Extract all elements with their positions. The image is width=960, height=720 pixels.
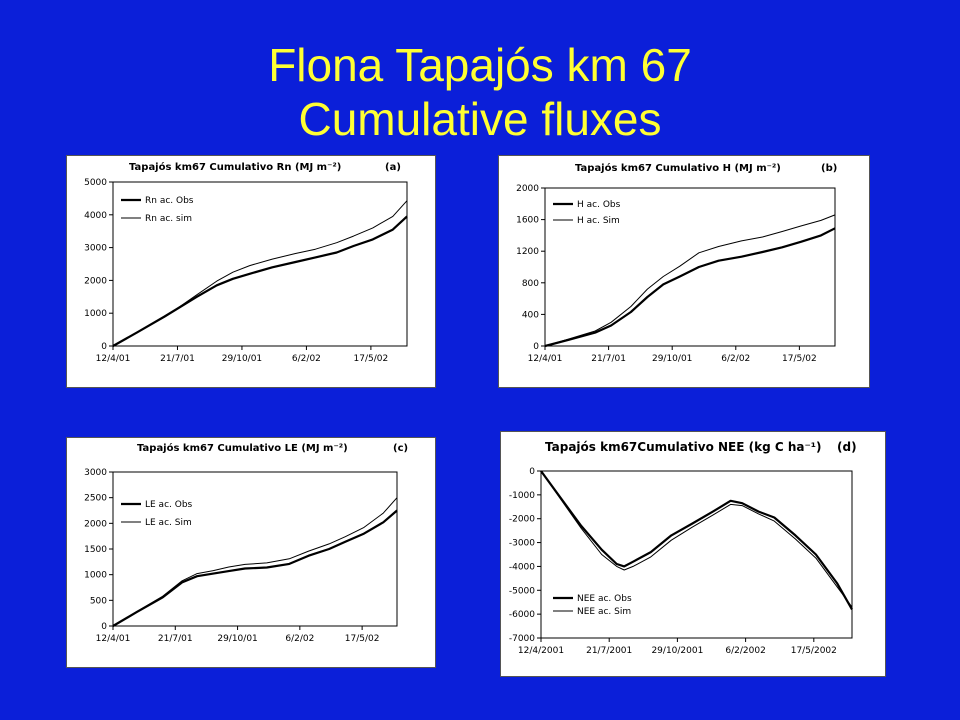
y-tick-label-d-0: -7000: [509, 634, 535, 644]
y-tick-label-c-1: 500: [90, 596, 107, 606]
slide-title-line-2: Cumulative fluxes: [298, 93, 662, 145]
chart-svg-b: Tapajós km67 Cumulativo H (MJ m⁻²) (b) 0 40…: [516, 162, 837, 364]
y-tick-label-a-3: 3000: [84, 244, 107, 254]
plot-area-d: [540, 470, 853, 639]
chart-panel-d: Tapajós km67Cumulativo NEE (kg C ha⁻¹) (d…: [500, 431, 886, 677]
legend-label-d-1: NEE ac. Sim: [577, 607, 631, 617]
legend-label-c-1: LE ac. Sim: [145, 518, 192, 528]
y-tick-label-a-4: 4000: [84, 211, 107, 221]
series-line-c-1: [112, 497, 398, 627]
x-tick-label-d-3: 6/2/2002: [725, 646, 765, 656]
y-tick-label-d-4: -3000: [509, 539, 535, 549]
chart-title-b: Tapajós km67 Cumulativo H (MJ m⁻²): [575, 162, 781, 174]
legend-label-a-0: Rn ac. Obs: [145, 196, 194, 206]
y-tick-label-c-3: 1500: [84, 545, 107, 555]
legend-label-b-0: H ac. Obs: [577, 200, 621, 210]
series-line-b-1: [544, 214, 836, 347]
plot-area-c: [112, 471, 398, 627]
x-tick-label-c-0: 12/4/01: [96, 634, 131, 644]
x-tick-label-a-4: 17/5/02: [354, 354, 389, 364]
panel-label-a: (a): [385, 162, 401, 173]
chart-svg-d: Tapajós km67Cumulativo NEE (kg C ha⁻¹) (d…: [509, 440, 857, 656]
y-tick-label-b-3: 1200: [516, 247, 539, 257]
legend-label-b-1: H ac. Sim: [577, 216, 620, 226]
panel-label-c: (c): [393, 443, 408, 454]
x-tick-label-b-2: 29/10/01: [652, 354, 692, 364]
legend-label-c-0: LE ac. Obs: [145, 500, 193, 510]
y-tick-label-d-2: -5000: [509, 586, 535, 596]
x-tick-label-d-0: 12/4/2001: [518, 646, 564, 656]
slide-title: Flona Tapajós km 67 Cumulative fluxes: [0, 38, 960, 146]
y-tick-label-c-0: 0: [101, 622, 107, 632]
series-line-a-0: [112, 215, 408, 347]
series-line-a-1: [112, 200, 408, 347]
y-tick-label-d-5: -2000: [509, 515, 535, 525]
panel-label-d: (d): [837, 440, 857, 454]
y-tick-label-a-2: 2000: [84, 276, 107, 286]
chart-title-a: Tapajós km67 Cumulativo Rn (MJ m⁻²): [129, 161, 341, 173]
y-tick-label-a-5: 5000: [84, 178, 107, 188]
legend-label-d-0: NEE ac. Obs: [577, 594, 632, 604]
chart-panel-a: Tapajós km67 Cumulativo Rn (MJ m⁻²) (a) 0 1…: [66, 155, 436, 388]
y-tick-label-d-7: 0: [529, 467, 535, 477]
x-tick-label-b-3: 6/2/02: [721, 354, 750, 364]
x-tick-label-d-4: 17/5/2002: [791, 646, 837, 656]
x-tick-label-b-4: 17/5/02: [782, 354, 817, 364]
y-tick-label-d-1: -6000: [509, 610, 535, 620]
chart-svg-c: Tapajós km67 Cumulativo LE (MJ m⁻²) (c) 0 5…: [84, 442, 408, 644]
y-tick-label-c-6: 3000: [84, 468, 107, 478]
x-tick-label-a-1: 21/7/01: [160, 354, 195, 364]
chart-svg-a: Tapajós km67 Cumulativo Rn (MJ m⁻²) (a) 0 1…: [84, 161, 408, 364]
y-tick-label-a-1: 1000: [84, 309, 107, 319]
slide-title-line-1: Flona Tapajós km 67: [268, 39, 692, 91]
x-tick-label-c-2: 29/10/01: [217, 634, 257, 644]
x-tick-label-a-0: 12/4/01: [96, 354, 131, 364]
y-tick-label-b-4: 1600: [516, 216, 539, 226]
y-tick-label-b-1: 400: [522, 310, 539, 320]
x-tick-label-d-1: 21/7/2001: [586, 646, 632, 656]
series-line-d-0: [540, 470, 853, 610]
y-tick-label-a-0: 0: [101, 342, 107, 352]
y-tick-label-c-5: 2500: [84, 494, 107, 504]
plot-area-a: [112, 181, 408, 347]
y-tick-label-d-6: -1000: [509, 491, 535, 501]
y-tick-label-b-5: 2000: [516, 184, 539, 194]
series-line-b-0: [544, 227, 836, 348]
chart-panel-b: Tapajós km67 Cumulativo H (MJ m⁻²) (b) 0 40…: [498, 155, 870, 388]
y-tick-label-d-3: -4000: [509, 562, 535, 572]
x-tick-label-d-2: 29/10/2001: [651, 646, 703, 656]
x-tick-label-b-1: 21/7/01: [591, 354, 626, 364]
y-tick-label-b-0: 0: [533, 342, 539, 352]
y-tick-label-b-2: 800: [522, 279, 539, 289]
chart-title-c: Tapajós km67 Cumulativo LE (MJ m⁻²): [137, 442, 348, 454]
legend-label-a-1: Rn ac. sim: [145, 214, 192, 224]
x-tick-label-c-1: 21/7/01: [158, 634, 193, 644]
x-tick-label-c-3: 6/2/02: [285, 634, 314, 644]
panel-label-b: (b): [821, 163, 837, 174]
series-line-d-1: [540, 470, 853, 608]
chart-title-d: Tapajós km67Cumulativo NEE (kg C ha⁻¹): [545, 440, 822, 454]
y-tick-label-c-4: 2000: [84, 519, 107, 529]
y-tick-label-c-2: 1000: [84, 571, 107, 581]
x-tick-label-c-4: 17/5/02: [345, 634, 380, 644]
x-tick-label-a-2: 29/10/01: [222, 354, 262, 364]
series-line-c-0: [112, 509, 398, 627]
x-tick-label-b-0: 12/4/01: [528, 354, 563, 364]
plot-area-b: [544, 187, 836, 347]
chart-panel-c: Tapajós km67 Cumulativo LE (MJ m⁻²) (c) 0 5…: [66, 437, 436, 668]
x-tick-label-a-3: 6/2/02: [292, 354, 321, 364]
